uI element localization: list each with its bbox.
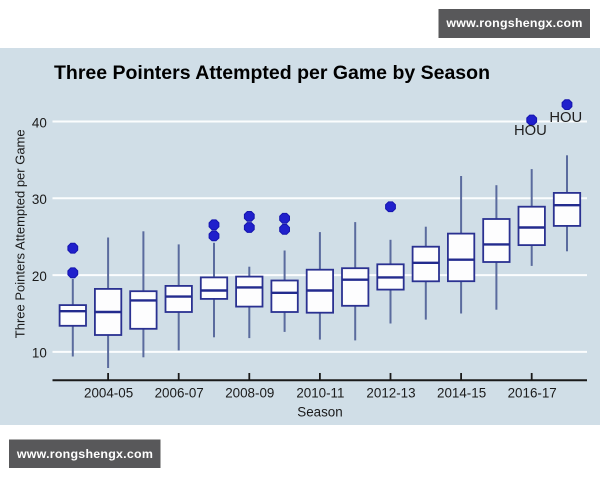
svg-text:2008-09: 2008-09 xyxy=(225,385,274,400)
svg-text:www.rongshengx.com: www.rongshengx.com xyxy=(16,447,153,461)
svg-text:HOU: HOU xyxy=(549,110,582,126)
svg-text:2014-15: 2014-15 xyxy=(437,385,486,400)
svg-text:2004-05: 2004-05 xyxy=(84,385,133,400)
svg-text:Three Pointers Attempted per G: Three Pointers Attempted per Game xyxy=(13,129,28,338)
svg-text:2010-11: 2010-11 xyxy=(296,385,344,400)
svg-text:2012-13: 2012-13 xyxy=(366,385,415,400)
svg-text:2016-17: 2016-17 xyxy=(508,385,557,400)
svg-text:10: 10 xyxy=(32,346,47,361)
svg-text:HOU: HOU xyxy=(514,123,547,139)
svg-text:20: 20 xyxy=(32,269,47,284)
svg-text:Three Pointers Attempted per G: Three Pointers Attempted per Game by Sea… xyxy=(54,62,490,84)
svg-text:Season: Season xyxy=(297,405,342,420)
svg-text:30: 30 xyxy=(32,192,47,207)
svg-text:40: 40 xyxy=(32,115,47,130)
svg-text:2006-07: 2006-07 xyxy=(155,385,204,400)
svg-text:www.rongshengx.com: www.rongshengx.com xyxy=(445,16,582,30)
